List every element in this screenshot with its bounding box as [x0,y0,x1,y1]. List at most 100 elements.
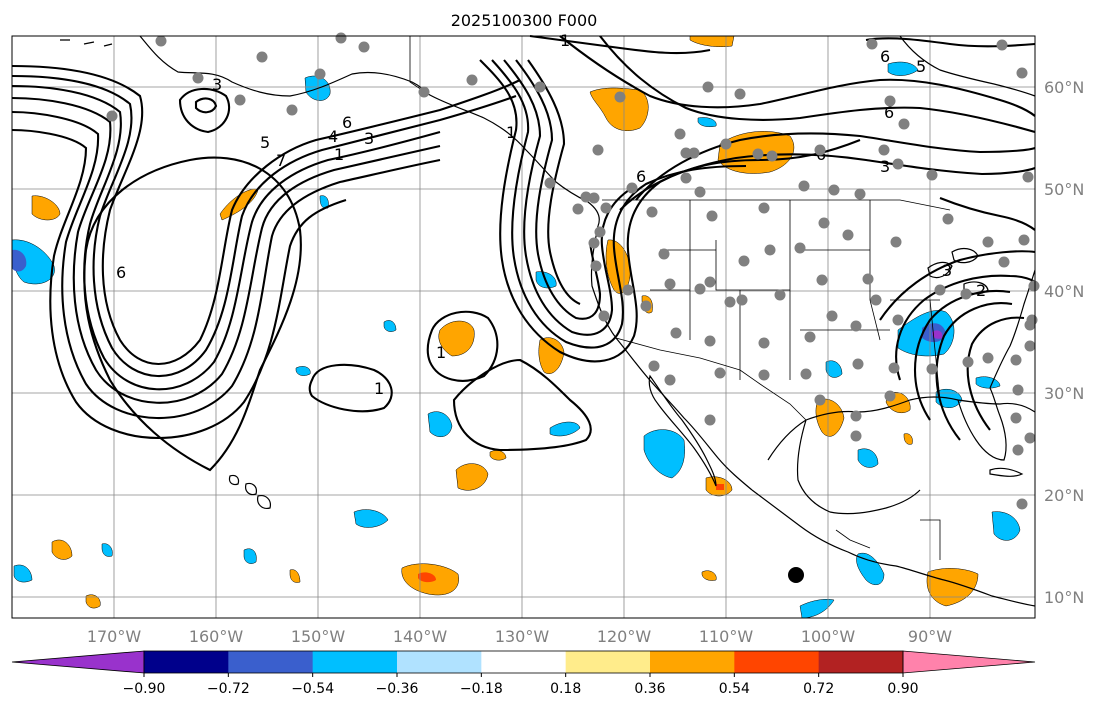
station-dot [640,300,652,312]
station-dot [870,294,882,306]
lat-label: 20°N [1044,486,1084,505]
station-dot [982,236,994,248]
station-dot [926,363,938,375]
neg-core-max [932,330,943,339]
station-dot [664,374,676,386]
station-dot [862,273,874,285]
map-frame [11,35,1036,619]
lon-label: 150°W [291,627,346,646]
baja-coast [648,374,717,487]
neg-patch [991,511,1021,541]
pos-patch [701,570,717,581]
contour-line [529,34,711,55]
lon-label: 170°W [87,627,142,646]
central-america-borders [835,519,941,560]
colorbar-segment [228,651,314,673]
station-dot [704,276,716,288]
station-dot [798,180,810,192]
northern-coast [899,35,1036,97]
station-dot [1016,67,1028,79]
colorbar-tick-label: 0.36 [634,681,665,697]
longitude-axis: 170°W 160°W 150°W 140°W 130°W 120°W 110°… [87,627,952,646]
station-dot [850,410,862,422]
colorbar-segment [734,651,820,673]
contour-label: 1 [334,145,344,164]
caribbean-island [989,467,1024,477]
station-dot [884,390,896,402]
contour-line [491,59,747,349]
florida-coast [957,387,1007,461]
pos-patch [289,569,301,583]
colorbar-segment [481,651,567,673]
station-dot [286,104,298,116]
contour-label: 6 [880,47,890,66]
station-dot [314,68,326,80]
colorbar-tick-label: 0.72 [803,681,834,697]
station-dot [680,172,692,184]
station-dot [594,226,606,238]
station-dot [828,184,840,196]
bc-coast [427,93,600,227]
pos-patch [438,320,475,357]
station-dot [702,81,714,93]
station-dot [814,144,826,156]
contour-labels: 3 5 4 6 3 1 7 6 1 1 1 6 6 6 5 3 3 2 1 6 [116,31,986,398]
central-america-coast [751,489,1036,607]
station-dot [1016,498,1028,510]
station-dot [704,335,716,347]
station-dot [614,91,626,103]
station-dot [466,74,478,86]
station-dot [724,296,736,308]
mexico-gulf-coast [796,419,921,515]
contour-line [308,363,393,413]
neg-patch [295,366,311,376]
neg-patch [319,195,329,209]
station-dot [888,362,900,374]
station-dot [688,147,700,159]
contour-line [11,84,441,391]
contour-label: 6 [342,113,352,132]
station-dot [1022,171,1034,183]
aleutians [60,39,113,47]
station-dot [592,144,604,156]
pos-patch [31,195,61,221]
station-dot [720,138,732,150]
pos-patch [51,539,73,560]
colorbar-segment [650,651,735,673]
contour-line [11,74,517,378]
station-dot [664,278,676,290]
colorbar: −0.90 −0.72 −0.54 −0.36 −0.18 0.18 0.36 0.54 0.7… [11,650,1036,697]
lat-label: 30°N [1044,384,1084,403]
alaska-coast [139,35,429,97]
station-dot [736,294,748,306]
station-dot [794,242,806,254]
colorbar-outline [143,650,904,674]
colorbar-segment [818,651,904,673]
contour-line [452,358,592,452]
contour-label: 5 [916,57,926,76]
station-dot [734,88,746,100]
station-dot [256,51,268,63]
station-dot [764,244,776,256]
contour-line [966,316,1025,431]
station-dot [960,288,972,300]
colorbar-extend-max [902,650,1036,674]
contour-label: 6 [116,263,126,282]
pos-patch [455,463,489,491]
station-dot [234,94,246,106]
station-dot [842,229,854,241]
colorbar-tick-label: −0.18 [460,681,503,697]
station-dot [766,150,778,162]
contour-label: 6 [636,167,646,186]
station-dot [192,72,204,84]
station-dot [680,147,692,159]
lat-label: 60°N [1044,78,1084,97]
pos-core [716,484,724,490]
station-dot [898,118,910,130]
pos-patch [538,337,565,374]
neg-patch [13,564,33,583]
colorbar-segments [11,650,1036,674]
lon-label: 120°W [597,627,652,646]
station-dot [850,320,862,332]
